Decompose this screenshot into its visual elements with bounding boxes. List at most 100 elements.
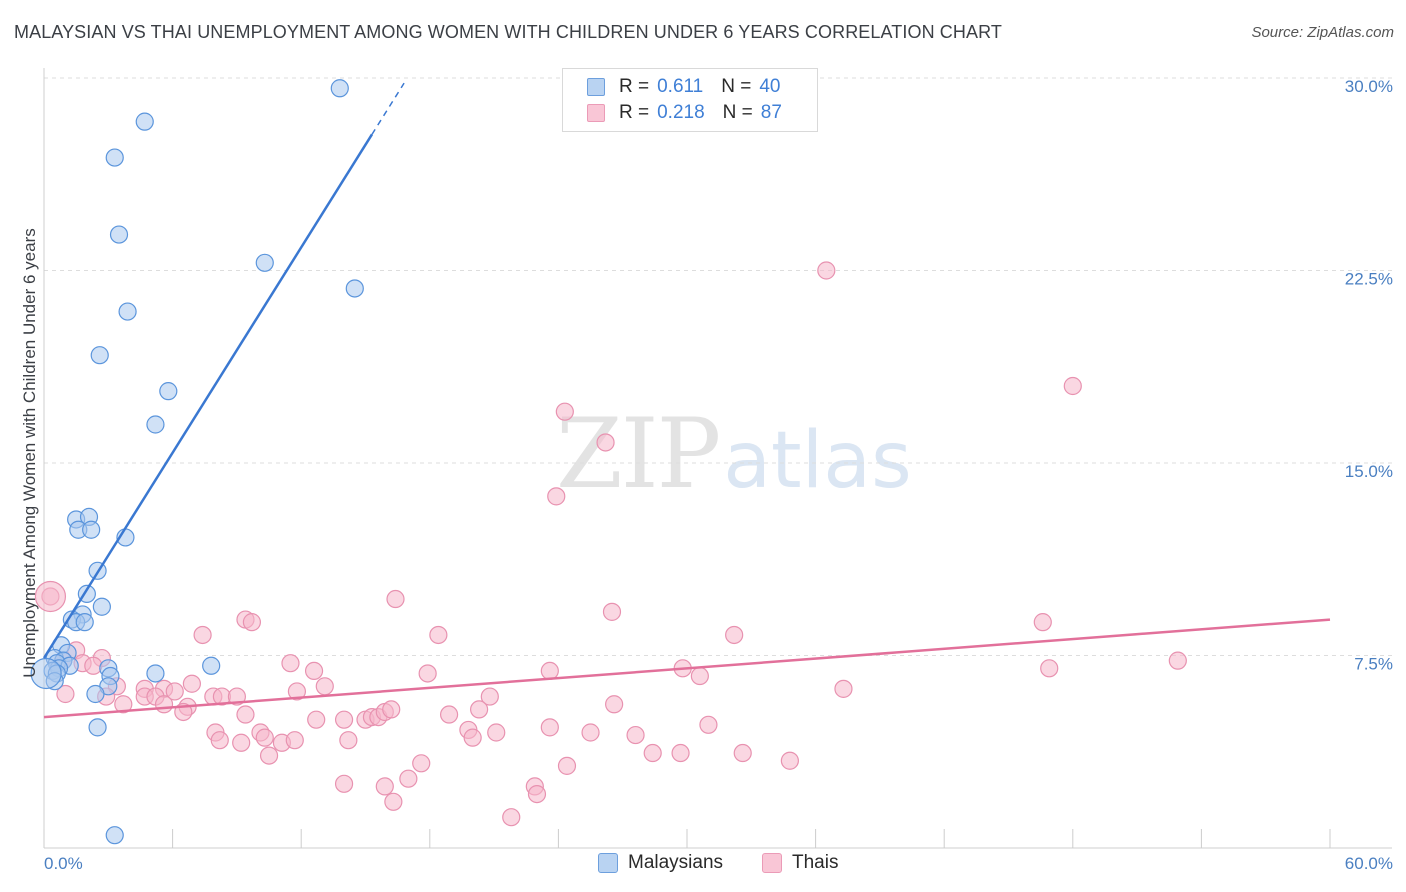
malaysian-data-point — [255, 253, 274, 272]
watermark-atlas: atlas — [723, 416, 912, 506]
trend-lines — [42, 82, 1331, 719]
thai-data-point — [281, 654, 300, 673]
legend-n-value-thais: 87 — [760, 102, 782, 123]
legend-item-thais[interactable]: Thais — [762, 852, 838, 874]
series-legend: Malaysians Thais — [0, 852, 1406, 878]
legend-n-label: N = — [722, 102, 753, 123]
thai-data-point — [540, 718, 559, 737]
thai-data-point — [384, 792, 403, 811]
malaysian-data-point — [92, 597, 111, 616]
malaysians-label: Malaysians — [628, 852, 724, 873]
malaysian-data-point — [105, 826, 124, 845]
malaysian-data-point — [109, 225, 129, 244]
legend-swatch-blue — [587, 78, 605, 96]
thai-data-point — [480, 687, 499, 706]
thai-data-point — [699, 715, 718, 734]
legend-row-malaysians: R = 0.611 N = 40 — [587, 75, 781, 99]
thai-data-point — [1168, 651, 1187, 670]
thai-data-point — [605, 695, 624, 714]
tick-labels: 7.5% 15.0% 22.5% 30.0% 0.0% 60.0% — [44, 77, 1393, 873]
thais-trend-line — [43, 618, 1331, 719]
thai-data-point — [671, 743, 690, 763]
malaysian-data-point — [330, 79, 349, 98]
thai-data-point — [733, 743, 752, 763]
thai-data-point — [725, 625, 744, 645]
thai-data-point — [690, 666, 709, 686]
thai-data-point — [1033, 613, 1052, 632]
malaysian-data-point — [135, 112, 154, 131]
thai-data-point — [439, 705, 459, 724]
malaysian-data-point — [75, 613, 94, 632]
malaysian-data-point — [90, 346, 109, 365]
legend-n-value-malaysians: 40 — [759, 76, 781, 97]
thai-data-point — [596, 433, 615, 452]
legend-r-value-malaysians: 0.611 — [657, 76, 704, 97]
thai-data-point — [487, 723, 506, 742]
thai-data-point — [304, 661, 324, 681]
thai-data-point — [502, 808, 521, 827]
legend-n-label: N = — [721, 76, 752, 97]
malaysian-data-point — [345, 279, 364, 298]
thai-data-point — [154, 695, 174, 714]
thai-data-point — [817, 261, 836, 280]
y-axis-label: Unemployment Among Women with Children U… — [20, 228, 39, 677]
thai-data-point — [1063, 376, 1082, 396]
malaysian-data-point — [118, 302, 137, 321]
thai-data-point — [193, 625, 212, 645]
thai-data-point — [242, 613, 262, 632]
thai-data-point — [210, 731, 229, 750]
malaysian-data-point — [146, 415, 165, 434]
thai-data-point — [114, 695, 133, 714]
thai-data-point — [780, 751, 799, 770]
malaysian-data-point — [86, 684, 105, 704]
thai-data-point — [375, 777, 394, 796]
thai-data-point — [540, 661, 559, 681]
malaysian-data-point — [146, 664, 165, 683]
malaysians-points — [30, 79, 364, 845]
x-tick-label-min: 0.0% — [44, 854, 83, 873]
malaysians-trend-extension — [371, 82, 405, 135]
malaysian-data-point — [30, 657, 62, 690]
thai-data-point — [255, 728, 274, 747]
watermark-zip: ZIP — [556, 398, 721, 510]
y-tick-label: 7.5% — [1354, 655, 1393, 674]
thai-data-point — [334, 710, 354, 729]
thai-data-point — [165, 682, 184, 701]
thai-data-point — [626, 725, 645, 745]
thai-data-point — [463, 728, 482, 747]
thai-data-point — [339, 731, 358, 750]
thai-data-point — [555, 402, 574, 421]
thai-data-point — [1040, 659, 1059, 678]
legend-r-value-thais: 0.218 — [657, 102, 705, 123]
thai-data-point — [56, 684, 75, 704]
thai-data-point — [334, 774, 354, 793]
thai-data-point — [643, 743, 662, 763]
thai-data-point — [232, 733, 251, 752]
malaysian-data-point — [105, 148, 124, 167]
thai-data-point — [307, 710, 326, 729]
chart-title: MALAYSIAN VS THAI UNEMPLOYMENT AMONG WOM… — [14, 22, 1002, 42]
thai-data-point — [547, 487, 566, 506]
thai-data-point — [285, 731, 304, 750]
thais-label: Thais — [792, 852, 839, 873]
legend-r-label: R = — [619, 102, 650, 123]
y-tick-label: 30.0% — [1345, 77, 1393, 96]
thai-data-point — [834, 679, 853, 698]
thai-data-point — [527, 784, 547, 804]
legend-item-malaysians[interactable]: Malaysians — [598, 852, 723, 874]
thai-data-point — [84, 656, 103, 675]
thai-data-point — [602, 602, 622, 621]
thai-data-point — [557, 756, 577, 775]
axes — [43, 68, 1392, 849]
thai-data-point — [182, 674, 201, 693]
zipatlas-watermark: ZIPatlas — [556, 398, 912, 510]
thai-data-point — [315, 677, 334, 696]
thai-data-point — [399, 769, 418, 788]
thai-data-point — [287, 682, 307, 701]
thai-data-point — [382, 700, 401, 719]
x-tick-label-max: 60.0% — [1345, 854, 1393, 873]
thai-data-point — [34, 580, 67, 613]
thai-data-point — [386, 589, 405, 609]
correlation-legend: R = 0.611 N = 40 R = 0.218 N = 87 — [562, 68, 818, 132]
